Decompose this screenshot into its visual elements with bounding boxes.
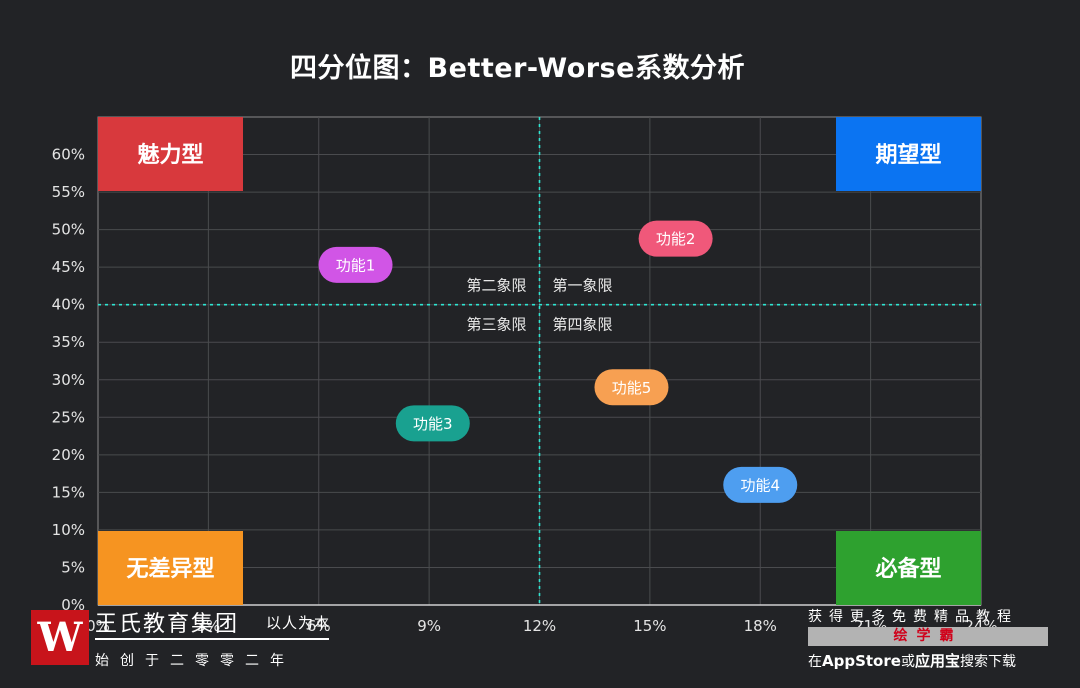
promo-store: AppStore xyxy=(822,652,901,670)
promo-band xyxy=(808,627,1048,646)
x-tick-label: 12% xyxy=(523,617,556,635)
y-tick-label: 40% xyxy=(52,296,85,314)
data-point-label: 功能2 xyxy=(656,230,696,248)
quadrant-4-label: 第四象限 xyxy=(553,316,613,334)
data-point: 功能3 xyxy=(395,405,470,442)
corner-box-label: 必备型 xyxy=(875,556,941,582)
brand-name: 王氏教育集团 xyxy=(95,612,240,637)
promo-download-text: 在AppStore或应用宝搜索下载 xyxy=(808,650,1016,671)
y-tick-label: 15% xyxy=(52,483,85,501)
x-axis-ticks: 0% 3% 6% 9% 12% 15% 18% 21% 24% xyxy=(86,617,998,635)
y-tick-label: 25% xyxy=(52,408,85,426)
brand-logo: W xyxy=(31,610,89,665)
x-tick-label: 9% xyxy=(417,617,441,635)
promo-or: 或 xyxy=(900,654,915,670)
quadrant-1-label: 第一象限 xyxy=(553,277,613,295)
y-tick-label: 35% xyxy=(52,333,85,351)
y-tick-label: 50% xyxy=(52,221,85,239)
x-tick-label: 0% xyxy=(86,617,110,635)
corner-box-label: 期望型 xyxy=(875,143,941,168)
corner-box-fill xyxy=(836,117,981,191)
data-point-marker xyxy=(638,220,713,257)
promo-store2: 应用宝 xyxy=(914,652,960,670)
promo-prefix: 在 xyxy=(808,654,822,670)
corner-box-fill xyxy=(836,531,981,605)
logo-glyph: W xyxy=(37,613,83,661)
data-point-marker xyxy=(318,246,393,283)
y-tick-label: 30% xyxy=(52,371,85,389)
promo-headline: 获得更多免费精品教程 xyxy=(808,609,1018,625)
brand-since: 始创于二零零二年 xyxy=(95,653,295,669)
y-tick-label: 45% xyxy=(52,258,85,276)
y-axis-ticks: 0% 5% 10% 15% 20% 25% 30% 35% 40% 45% 50% 55% 60% xyxy=(52,146,85,614)
corner-box-bottom-left: 无差异型 xyxy=(98,531,243,605)
data-point-label: 功能4 xyxy=(740,476,780,494)
brand-motto: 以人为本 xyxy=(266,614,331,632)
data-point-marker xyxy=(594,369,669,406)
y-tick-label: 55% xyxy=(52,183,85,201)
promo-app-name: 绘学霸 xyxy=(893,628,963,644)
brand-divider xyxy=(95,638,329,640)
corner-box-top-right: 期望型 xyxy=(836,117,981,191)
data-point-label: 功能1 xyxy=(336,256,376,274)
x-tick-label: 3% xyxy=(196,617,220,635)
threshold-lines xyxy=(98,117,981,605)
x-tick-label: 15% xyxy=(633,617,666,635)
data-point: 功能4 xyxy=(723,466,798,503)
quadrant-2-label: 第二象限 xyxy=(466,277,526,295)
data-point-label: 功能5 xyxy=(612,379,652,397)
data-point: 功能5 xyxy=(594,369,669,406)
data-points: 功能1 功能2 功能3 功能4 功能5 xyxy=(318,220,798,503)
data-point: 功能2 xyxy=(638,220,713,257)
corner-box-fill xyxy=(98,531,243,605)
y-tick-label: 0% xyxy=(61,596,85,614)
corner-box-fill xyxy=(98,117,243,191)
x-tick-label: 18% xyxy=(744,617,777,635)
chart-title: 四分位图：Better-Worse系数分析 xyxy=(290,53,745,84)
corner-box-top-left: 魅力型 xyxy=(98,117,243,191)
quadrant-3-label: 第三象限 xyxy=(466,316,526,334)
data-point-marker xyxy=(723,466,798,503)
promo-suffix: 搜索下载 xyxy=(959,654,1016,670)
y-tick-label: 10% xyxy=(52,521,85,539)
data-point-marker xyxy=(395,405,470,442)
corner-box-bottom-right: 必备型 xyxy=(836,531,981,605)
y-tick-label: 60% xyxy=(52,146,85,164)
corner-box-label: 魅力型 xyxy=(137,142,203,168)
data-point-label: 功能3 xyxy=(413,415,453,433)
y-tick-label: 5% xyxy=(61,558,85,576)
corner-box-label: 无差异型 xyxy=(126,556,214,582)
y-tick-label: 20% xyxy=(52,446,85,464)
data-point: 功能1 xyxy=(318,246,393,283)
x-tick-label: 6% xyxy=(307,617,331,635)
